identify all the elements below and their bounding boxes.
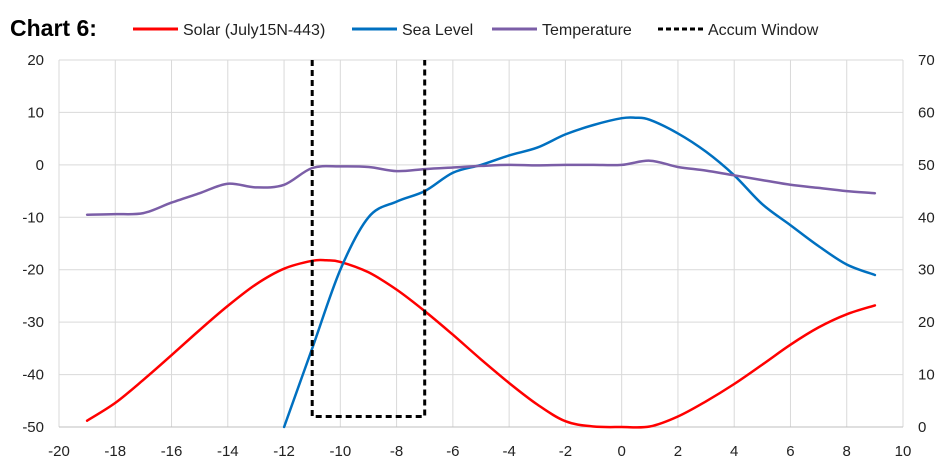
x-tick-label: -8	[390, 443, 403, 460]
x-tick-label: 4	[730, 443, 738, 460]
y2-tick-label: 30	[918, 262, 935, 279]
series-line-temperature	[85, 159, 877, 216]
x-tick-label: -16	[161, 443, 183, 460]
y-tick-label: 10	[27, 104, 44, 121]
y2-tick-label: 50	[918, 157, 935, 174]
legend-label-sea-level: Sea Level	[402, 22, 473, 39]
y-tick-label: -20	[22, 262, 44, 279]
y-tick-label: -10	[22, 209, 44, 226]
x-tick-label: 2	[674, 443, 682, 460]
legend: Solar (July15N-443) Sea Level Temperature A…	[133, 22, 819, 39]
legend-label-temperature: Temperature	[542, 22, 632, 39]
x-tick-label: -10	[329, 443, 351, 460]
axes: -20 -18 -16 -14 -12 -10 -8 -6 -4 -2 0 2 4 6 8 1020100-1…	[22, 52, 934, 460]
legend-label-solar-july15n-443: Solar (July15N-443)	[183, 22, 325, 39]
series	[85, 60, 877, 429]
x-tick-label: -4	[502, 443, 515, 460]
x-tick-label: -12	[273, 443, 295, 460]
y2-tick-label: 70	[918, 52, 935, 69]
x-tick-label: -18	[104, 443, 126, 460]
y2-tick-label: 20	[918, 314, 935, 331]
y2-tick-label: 40	[918, 209, 935, 226]
y2-tick-label: 10	[918, 367, 935, 384]
series-line-solar-july15n-443	[85, 258, 877, 429]
y-tick-label: -40	[22, 367, 44, 384]
series-line-sea-level	[282, 116, 877, 429]
x-tick-label: -20	[48, 443, 70, 460]
x-tick-label: 0	[617, 443, 625, 460]
y2-tick-label: 60	[918, 104, 935, 121]
y2-tick-label: 0	[918, 419, 926, 436]
x-tick-label: -2	[559, 443, 572, 460]
x-tick-label: -6	[446, 443, 459, 460]
x-tick-label: -14	[217, 443, 239, 460]
x-tick-label: 8	[843, 443, 851, 460]
y-tick-label: 20	[27, 52, 44, 69]
series-line-accum-window	[310, 60, 427, 418]
x-tick-label: 6	[786, 443, 794, 460]
chart-title: Chart 6:	[10, 15, 97, 41]
y-tick-label: -30	[22, 314, 44, 331]
grid	[58, 59, 904, 428]
y-tick-label: -50	[22, 419, 44, 436]
x-tick-label: 10	[895, 443, 912, 460]
y-tick-label: 0	[36, 157, 44, 174]
legend-label-accum-window: Accum Window	[708, 22, 819, 39]
